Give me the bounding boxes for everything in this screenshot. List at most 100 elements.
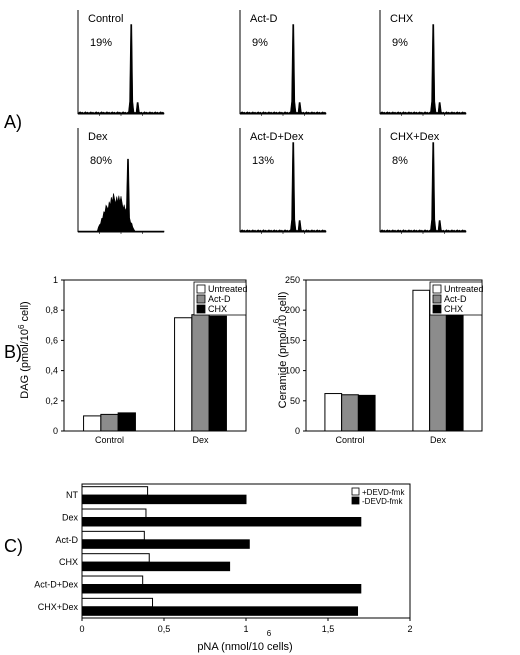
bar-minus-devd-3	[81, 561, 231, 572]
histogram-trace	[239, 142, 327, 233]
pna-chart: pNA (nmol/10 cells) 6 0 0,5 1 1,5 2 NT Dex Act-…	[34, 483, 413, 653]
legend-label: +DEVD-fmk	[362, 488, 405, 497]
dag-chart: DAG (pmol/106 cell) 0 0,2 0,4 0,6 0,8 1 Contro…	[17, 275, 248, 445]
ceramide-chart: Ceramide (pmol/10 cell) 6 0 50 100 150 200 25…	[272, 275, 484, 445]
y-tick-label: 250	[285, 275, 300, 285]
histogram-title: Dex	[88, 131, 108, 143]
histogram-trace	[379, 142, 467, 233]
histogram-title: Act-D+Dex	[250, 131, 304, 143]
histogram-grid: Control 19% Act-D 9% CHX 9% Dex 80% Act-D+Dex 13%…	[77, 10, 467, 234]
y-tick-label: CHX	[59, 557, 78, 567]
histogram-3: CHX 9%	[379, 10, 467, 116]
legend-swatch	[196, 294, 206, 304]
bar-chx-control	[357, 394, 376, 432]
y-tick-label: Act-D+Dex	[34, 580, 78, 590]
y-tick-label: 0,2	[45, 396, 58, 406]
x-tick-label: Dex	[192, 435, 209, 445]
y-tick-label: 50	[290, 396, 300, 406]
ceramide-ylabel-sup: 6	[272, 318, 281, 323]
bar-untreated-control	[83, 415, 102, 432]
panel-label-b: B)	[4, 342, 22, 362]
y-tick-label: 100	[285, 366, 300, 376]
panel-label-c: C)	[4, 536, 23, 556]
y-tick-label: NT	[66, 490, 78, 500]
histogram-title: CHX+Dex	[390, 131, 440, 143]
x-tick-label: 2	[407, 624, 412, 634]
bar-act-d-control	[341, 394, 359, 432]
bar-minus-devd-5	[81, 606, 359, 616]
panel-label-a: A)	[4, 112, 22, 132]
histogram-title: Control	[88, 13, 123, 25]
legend-swatch	[351, 496, 360, 505]
histogram-title: CHX	[390, 13, 414, 25]
ceramide-ylabel: Ceramide (pmol/10 cell)	[277, 292, 289, 409]
y-tick-label: 0,6	[45, 335, 58, 345]
legend-swatch	[196, 284, 206, 294]
legend-swatch	[432, 304, 442, 314]
x-tick-label: 1	[243, 624, 248, 634]
histogram-title: Act-D	[250, 13, 278, 25]
pna-xlabel-sup: 6	[267, 629, 272, 638]
y-tick-label: 0,8	[45, 305, 58, 315]
y-tick-label: 150	[285, 335, 300, 345]
histogram-trace	[77, 24, 165, 115]
pna-xlabel: pNA (nmol/10 cells)	[197, 641, 292, 653]
legend-label: Act-D	[208, 294, 231, 304]
histogram-percent: 9%	[392, 37, 408, 49]
y-tick-label: 200	[285, 305, 300, 315]
histogram-6: CHX+Dex 8%	[379, 128, 467, 234]
bar-plus-devd-5	[81, 597, 154, 608]
x-tick-label: Control	[335, 435, 364, 445]
legend-label: CHX	[444, 304, 463, 314]
bar-untreated-control	[324, 393, 343, 432]
y-tick-label: Act-D	[56, 535, 79, 545]
bar-minus-devd-0	[81, 494, 247, 505]
x-tick-label: Control	[95, 435, 124, 445]
histogram-percent: 80%	[90, 155, 112, 167]
histogram-1: Control 19%	[77, 10, 165, 116]
bar-chx-dex	[208, 315, 227, 432]
plot-frame	[305, 279, 483, 432]
bar-plus-devd-0	[81, 486, 149, 496]
histogram-4: Dex 80%	[77, 128, 165, 234]
bar-plus-devd-3	[81, 553, 150, 563]
legend-swatch	[196, 304, 206, 314]
bar-minus-devd-2	[81, 539, 250, 549]
x-tick-label: 1,5	[322, 624, 335, 634]
bar-act-d-control	[100, 413, 119, 432]
bar-chx-control	[117, 412, 136, 432]
histogram-percent: 19%	[90, 37, 112, 49]
y-tick-label: 0,4	[45, 366, 58, 376]
dag-ylabel-sup: 6	[17, 324, 26, 329]
bar-plus-devd-1	[81, 508, 147, 519]
plot-frame	[63, 279, 247, 432]
histogram-percent: 8%	[392, 155, 408, 167]
histogram-2: Act-D 9%	[239, 10, 327, 116]
bar-plus-devd-2	[81, 530, 145, 541]
bar-untreated-dex	[174, 317, 193, 432]
bar-minus-devd-1	[81, 517, 362, 527]
histogram-percent: 9%	[252, 37, 268, 49]
histogram-percent: 13%	[252, 155, 274, 167]
legend-label: Act-D	[444, 294, 467, 304]
legend-swatch	[432, 284, 442, 294]
y-tick-label: 0	[53, 426, 58, 436]
legend-swatch	[351, 487, 360, 496]
histogram-5: Act-D+Dex 13%	[239, 128, 327, 234]
dag-ylabel: DAG (pmol/106 cell)	[17, 301, 31, 398]
legend-label: Untreated	[444, 284, 484, 294]
x-tick-label: 0,5	[158, 624, 171, 634]
bar-plus-devd-4	[81, 575, 144, 585]
legend-label: CHX	[208, 304, 227, 314]
histogram-trace	[379, 24, 467, 115]
y-tick-label: 1	[53, 275, 58, 285]
legend-label: -DEVD-fmk	[362, 497, 403, 506]
bar-untreated-dex	[412, 289, 431, 432]
histogram-trace	[77, 158, 165, 233]
legend-swatch	[432, 294, 442, 304]
x-tick-label: Dex	[430, 435, 447, 445]
histogram-trace	[239, 24, 327, 115]
y-tick-label: 0	[295, 426, 300, 436]
legend-label: Untreated	[208, 284, 248, 294]
